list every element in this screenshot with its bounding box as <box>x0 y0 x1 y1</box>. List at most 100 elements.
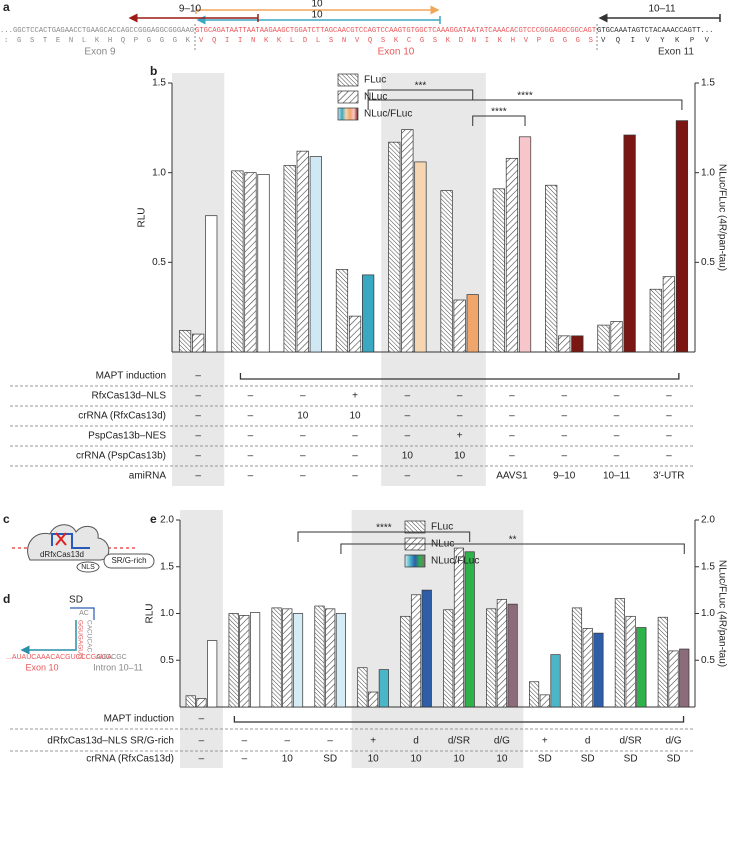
table-cell: – <box>509 411 515 422</box>
dna-seq: GTGCAGATAATTAATAAGAAGCTGGATCTTAGCAACGTCC… <box>195 27 597 35</box>
table-cell: – <box>195 391 201 402</box>
bar <box>239 615 250 708</box>
induction-bracket <box>239 373 680 380</box>
table-cell: 10 <box>454 451 466 462</box>
bar <box>282 608 293 708</box>
significance-label: ** <box>509 535 517 546</box>
target-label: 10–11 <box>648 4 676 15</box>
bar <box>257 174 270 353</box>
row-label: dRfxCas13d–NLS SR/G-rich <box>47 736 174 747</box>
bar <box>228 613 239 708</box>
table-cell: 9–10 <box>553 471 576 482</box>
bar <box>185 695 196 708</box>
tick-label: 1.0 <box>152 167 166 178</box>
bar <box>582 628 593 708</box>
bar <box>357 667 368 708</box>
table-cell: – <box>457 391 463 402</box>
bar <box>192 333 205 353</box>
table-cell: – <box>300 451 306 462</box>
table-cell: – <box>614 391 620 402</box>
bar <box>528 681 540 708</box>
table-cell: SD <box>323 754 337 765</box>
bar <box>296 150 309 353</box>
table-cell: d/G <box>665 736 681 747</box>
panel-label: b <box>150 64 157 78</box>
table-cell: – <box>248 451 254 462</box>
table-cell: – <box>666 411 672 422</box>
table-cell: – <box>509 431 515 442</box>
crrna-arrow <box>20 620 77 655</box>
table-cell: – <box>614 451 620 462</box>
table-cell: d/SR <box>448 736 470 747</box>
table-cell: – <box>614 411 620 422</box>
domain-label: NLS <box>81 564 95 571</box>
bar <box>335 613 347 708</box>
tick-label: 1.0 <box>701 608 715 619</box>
table-cell: – <box>327 736 333 747</box>
bar <box>662 276 675 353</box>
row-label: amiRNA <box>129 471 167 482</box>
legend-label: FLuc <box>431 522 453 533</box>
table-cell: – <box>457 471 463 482</box>
legend-swatch <box>337 107 359 121</box>
bar <box>486 608 497 708</box>
intron-seq: AUGCGC <box>96 654 127 661</box>
legend-swatch <box>404 520 426 534</box>
panel-label: c <box>3 512 10 526</box>
table-cell: 10 <box>410 754 422 765</box>
bar <box>401 129 414 353</box>
table-cell: – <box>352 451 358 462</box>
axis-title: RLU <box>145 603 156 623</box>
bar <box>443 609 454 708</box>
bar <box>539 694 550 708</box>
bar <box>292 613 304 708</box>
legend-swatch <box>404 554 426 568</box>
bar <box>466 294 479 353</box>
row-label: MAPT induction <box>104 714 174 725</box>
panel-label: a <box>3 0 10 14</box>
table-cell: + <box>457 431 463 442</box>
table-cell: – <box>248 391 254 402</box>
table-cell: – <box>509 451 515 462</box>
table-cell: – <box>457 411 463 422</box>
panel-a: 10 10 9–10 10–11 ...GGCTCCACTGAGAACCTGAA… <box>0 0 721 58</box>
exon-seq: ...AUAUCAAACACGUCCCGGGA <box>6 654 112 661</box>
bar <box>558 335 571 353</box>
dna-seq: ...GGCTCCACTGAGAACCTGAAGCACCAGCCGGGAGGCG… <box>0 27 194 35</box>
panel-label: e <box>150 512 157 526</box>
bar <box>636 627 647 708</box>
bar <box>231 170 244 353</box>
bar <box>623 134 636 353</box>
bar <box>496 599 507 708</box>
significance-bracket <box>340 543 685 554</box>
table-cell: – <box>405 391 411 402</box>
significance-bracket <box>367 99 683 110</box>
tick-label: 0.5 <box>160 655 174 666</box>
tick-label: 0.5 <box>701 655 715 666</box>
sd-bracket <box>70 607 95 620</box>
exon-label: Exon 9 <box>84 47 116 58</box>
table-cell: – <box>614 431 620 442</box>
table-cell: – <box>195 471 201 482</box>
table-cell: 10 <box>453 754 465 765</box>
bar <box>335 269 349 353</box>
table-cell: – <box>561 391 567 402</box>
bar <box>593 632 604 708</box>
table-cell: – <box>195 451 201 462</box>
table-cell: – <box>300 391 306 402</box>
table-cell: 10 <box>496 754 508 765</box>
exon-label: Exon 10 <box>378 47 415 58</box>
cas13-body <box>27 524 110 561</box>
table-cell: 10 <box>368 754 380 765</box>
table-cell: 10 <box>349 411 361 422</box>
table-cell: – <box>242 754 248 765</box>
table-cell: 10 <box>297 411 309 422</box>
significance-label: *** <box>415 81 427 92</box>
row-label: crRNA (PspCas13b) <box>76 451 166 462</box>
target-label: 10 <box>311 10 323 21</box>
target-label: 9–10 <box>179 4 202 15</box>
bar <box>368 691 379 708</box>
bar <box>196 698 207 708</box>
table-cell: SD <box>581 754 595 765</box>
